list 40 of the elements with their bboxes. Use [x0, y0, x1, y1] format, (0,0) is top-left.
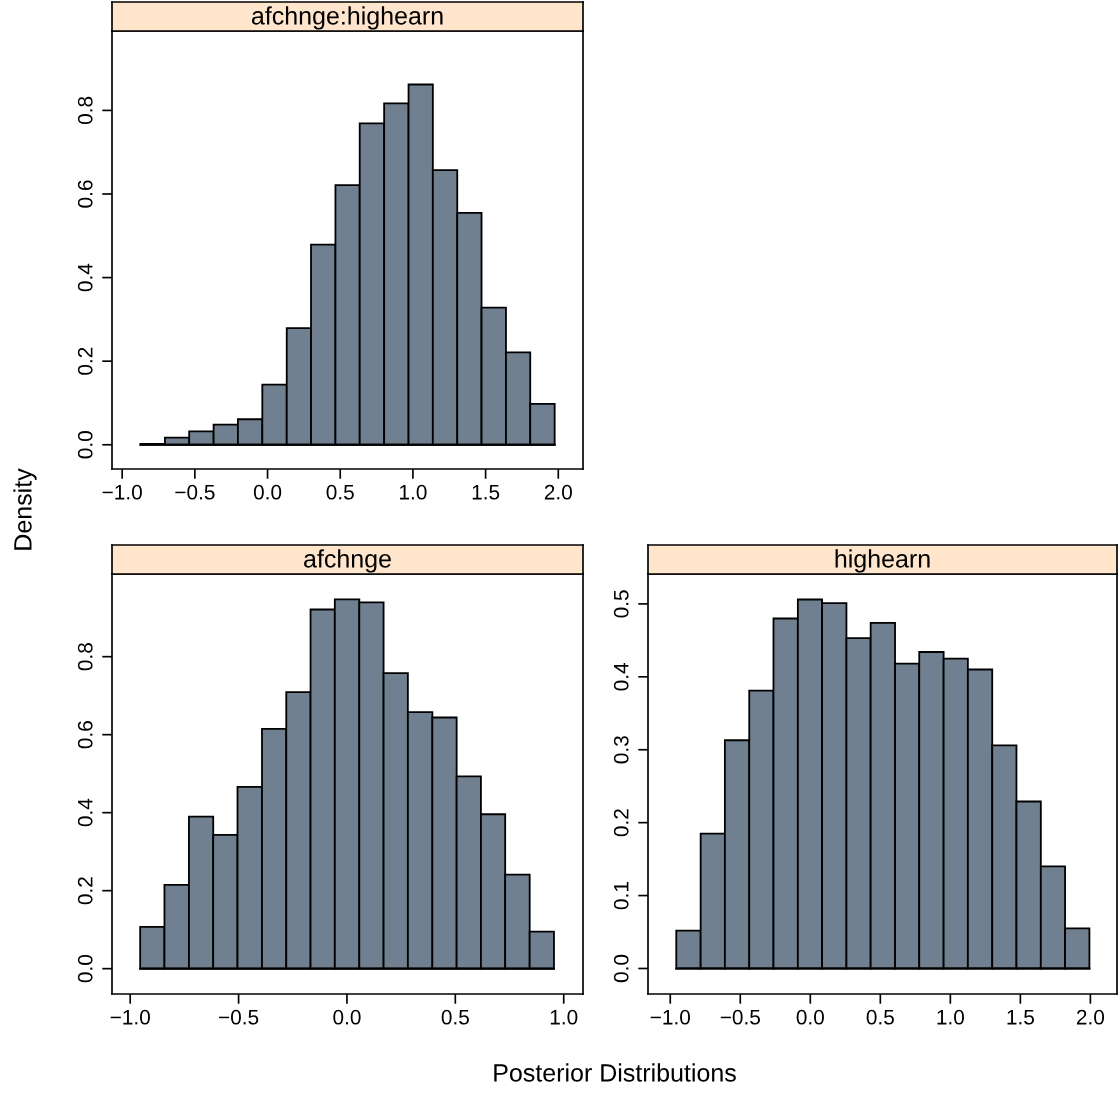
chart-title: afchnge:highearn	[251, 6, 443, 30]
y-tick-label: 0.2	[613, 809, 629, 837]
y-tick-label: 0.0	[77, 954, 93, 983]
chart-title: afchnge	[304, 549, 391, 573]
x-tick-label: −0.5	[175, 484, 215, 500]
y-tick-label: 0.8	[77, 643, 93, 671]
x-tick-label: 0.0	[253, 484, 282, 500]
x-tick-label: 0.0	[796, 1009, 824, 1025]
x-tick-label: 1.0	[937, 1009, 965, 1025]
x-tick-label: 0.5	[866, 1009, 894, 1025]
y-axis-title: Density	[13, 468, 37, 550]
y-tick-label: 0.6	[77, 721, 93, 749]
y-tick-label: 0.4	[77, 798, 93, 827]
y-tick-label: 0.1	[613, 882, 629, 910]
x-tick-label: 1.0	[400, 484, 427, 500]
y-tick-label: 0.0	[613, 954, 629, 983]
x-tick-label: −1.0	[102, 484, 142, 500]
y-tick-label: 0.4	[77, 263, 93, 292]
x-tick-label: 1.0	[550, 1009, 578, 1025]
x-tick-label: 0.0	[333, 1009, 361, 1025]
y-tick-label: 0.5	[613, 590, 629, 618]
x-tick-label: 0.5	[441, 1009, 469, 1025]
x-tick-label: 1.5	[1007, 1010, 1034, 1025]
y-tick-label: 0.4	[613, 662, 629, 691]
x-axis-title: Posterior Distributions	[494, 1063, 736, 1082]
x-tick-label: −0.5	[720, 1009, 760, 1025]
y-tick-label: 0.0	[77, 431, 93, 459]
y-tick-label: 0.6	[77, 180, 93, 208]
x-tick-label: 2.0	[544, 484, 572, 500]
x-tick-label: −1.0	[650, 1009, 691, 1025]
y-tick-label: 0.3	[613, 736, 629, 764]
chart-title: highearn	[835, 549, 930, 573]
y-tick-label: 0.2	[77, 877, 93, 905]
x-tick-label: −1.0	[110, 1009, 150, 1025]
y-tick-label: 0.8	[77, 96, 93, 125]
x-tick-label: 0.5	[326, 484, 354, 500]
x-tick-label: −0.5	[219, 1009, 259, 1025]
x-tick-label: 1.5	[472, 485, 500, 500]
x-tick-label: 2.0	[1076, 1009, 1105, 1025]
y-tick-label: 0.2	[77, 347, 93, 375]
